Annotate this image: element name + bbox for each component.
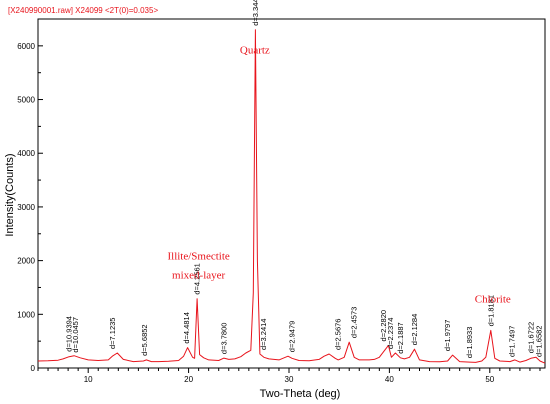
peak-label: d=2.5676 [334, 319, 343, 351]
peak-label: d=2.9479 [287, 321, 296, 353]
mineral-annotation: Chlorite [475, 293, 511, 305]
peak-label: d=4.2561 [193, 263, 202, 295]
y-tick-label: 6000 [17, 42, 35, 51]
peak-label: d=1.7497 [507, 326, 516, 357]
y-axis-label: Intensity(Counts) [4, 153, 16, 236]
series-layer [37, 29, 546, 364]
peak-label: d=4.4814 [182, 312, 191, 344]
series-line [37, 29, 546, 364]
peak-label: d=2.1284 [410, 314, 419, 346]
peak-label: d=10.0457 [71, 317, 80, 353]
peak-label: d=2.1887 [396, 322, 405, 354]
peak-label: d=1.6722 [526, 322, 535, 354]
x-axis-ticks: 10 20 30 40 50 [37, 368, 541, 384]
x-tick-label: 10 [84, 375, 93, 384]
peak-label: d=10.9394 [65, 316, 74, 352]
y-axis-ticks: 0 1000 2000 3000 4000 5000 6000 [17, 42, 43, 373]
annotation-layer: Quartz Illite/Smectite mixed-layer Chlorite [167, 44, 510, 305]
y-tick-label: 5000 [17, 96, 35, 105]
peak-label: d=2.2374 [386, 318, 395, 350]
peak-label: d=1.8933 [465, 327, 474, 359]
plot-frame [37, 18, 546, 369]
peak-label: d=7.1235 [108, 318, 117, 349]
y-tick-label: 1000 [17, 310, 35, 319]
x-tick-label: 30 [285, 375, 294, 384]
peak-label: d=2.4573 [350, 307, 359, 339]
peak-label: d=3.7800 [219, 323, 228, 355]
x-tick-label: 50 [485, 375, 494, 384]
y-tick-label: 2000 [17, 257, 35, 266]
x-axis-label: Two-Theta (deg) [260, 388, 341, 400]
peak-label: d=5.6852 [140, 324, 149, 356]
mineral-annotation: mixed-layer [172, 270, 225, 282]
y-tick-label: 4000 [17, 149, 35, 158]
plot-border [37, 18, 546, 369]
mineral-annotation: Quartz [240, 44, 270, 56]
peak-label: d=1.9797 [443, 320, 452, 352]
peak-label: d=1.8181 [486, 295, 495, 327]
y-tick-label: 0 [31, 364, 36, 373]
peak-label: d=3.2414 [259, 319, 268, 351]
x-tick-label: 20 [184, 375, 193, 384]
peak-label: d=1.6582 [535, 326, 544, 358]
chart-header: [X240990001.raw] X24099 <2T(0)=0.035> [8, 6, 158, 15]
y-tick-label: 3000 [17, 203, 35, 212]
x-tick-label: 40 [385, 375, 394, 384]
mineral-annotation: Illite/Smectite [167, 251, 229, 263]
peak-label: d=2.2820 [379, 310, 388, 342]
peak-label: d=3.3440 [251, 0, 260, 26]
